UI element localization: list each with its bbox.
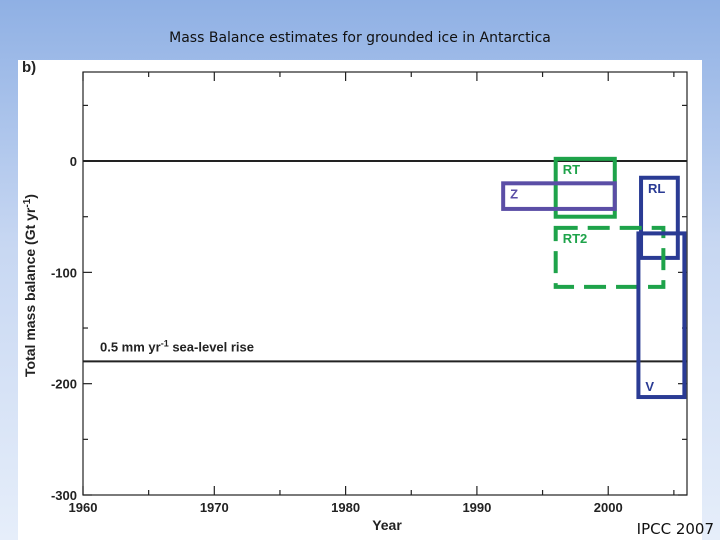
source-credit: IPCC 2007 <box>636 520 714 538</box>
estimate-label-z: Z <box>510 186 518 201</box>
plot-frame <box>82 71 688 496</box>
y-tick-label: -300 <box>51 488 77 503</box>
slide-title: Mass Balance estimates for grounded ice … <box>169 30 551 46</box>
x-tick-label: 2000 <box>594 500 623 515</box>
estimate-label-rl: RL <box>648 181 665 196</box>
estimate-box-rt2 <box>553 225 666 289</box>
y-tick-label: -200 <box>51 377 77 392</box>
x-tick-label: 1960 <box>69 500 98 515</box>
estimate-label-rt: RT <box>563 162 580 177</box>
estimate-box-v <box>636 231 687 400</box>
x-tick-label: 1990 <box>462 500 491 515</box>
chart-panel: 0 -100 -200 -300 1960 1970 1980 1990 2000 Year Tot… <box>18 60 702 540</box>
estimate-box-z <box>501 181 617 211</box>
y-tick-label: -100 <box>51 265 77 280</box>
panel-label: b) <box>22 60 36 76</box>
x-tick-label: 1970 <box>200 500 229 515</box>
estimate-label-rt2: RT2 <box>563 231 588 246</box>
x-tick-label: 1980 <box>331 500 360 515</box>
x-axis-label: Year <box>372 517 402 533</box>
sea-level-rise-label: 0.5 mm yr-1 sea-level rise <box>100 338 254 354</box>
y-axis-label: Total mass balance (Gt yr-1) <box>22 194 39 377</box>
estimate-label-v: V <box>645 379 654 394</box>
estimate-box-rl <box>639 175 680 260</box>
y-tick-label: 0 <box>70 154 77 169</box>
